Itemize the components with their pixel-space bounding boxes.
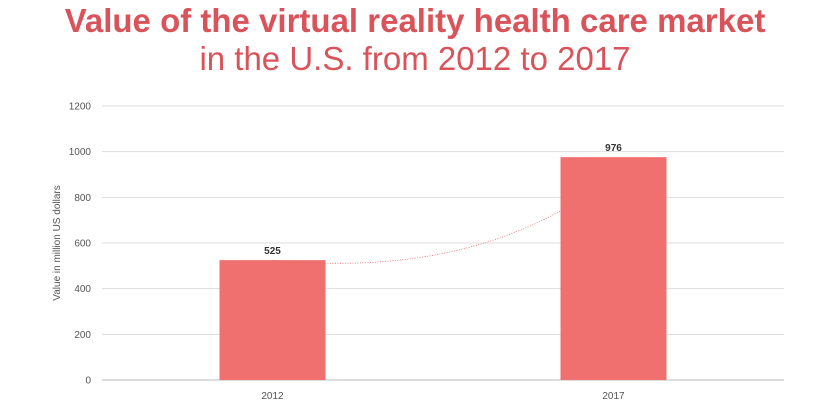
y-tick-label: 400 <box>74 284 91 295</box>
y-tick-label: 200 <box>74 330 91 341</box>
bar <box>219 260 326 380</box>
data-label: 976 <box>605 143 622 154</box>
bar <box>560 157 667 380</box>
data-label: 525 <box>264 246 281 257</box>
chart-subtitle: in the U.S. from 2012 to 2017 <box>199 40 631 77</box>
y-axis-label: Value in million US dollars <box>52 185 63 300</box>
y-tick-label: 1200 <box>69 102 92 113</box>
y-tick-label: 1000 <box>69 147 92 158</box>
title-block: Value of the virtual reality health care… <box>0 0 830 78</box>
y-tick-label: 800 <box>74 193 91 204</box>
y-tick-label: 0 <box>85 376 91 387</box>
x-tick-label: 2012 <box>261 391 284 400</box>
chart-title: Value of the virtual reality health care… <box>64 2 766 39</box>
y-tick-label: 600 <box>74 239 91 250</box>
x-tick-label: 2017 <box>602 391 625 400</box>
